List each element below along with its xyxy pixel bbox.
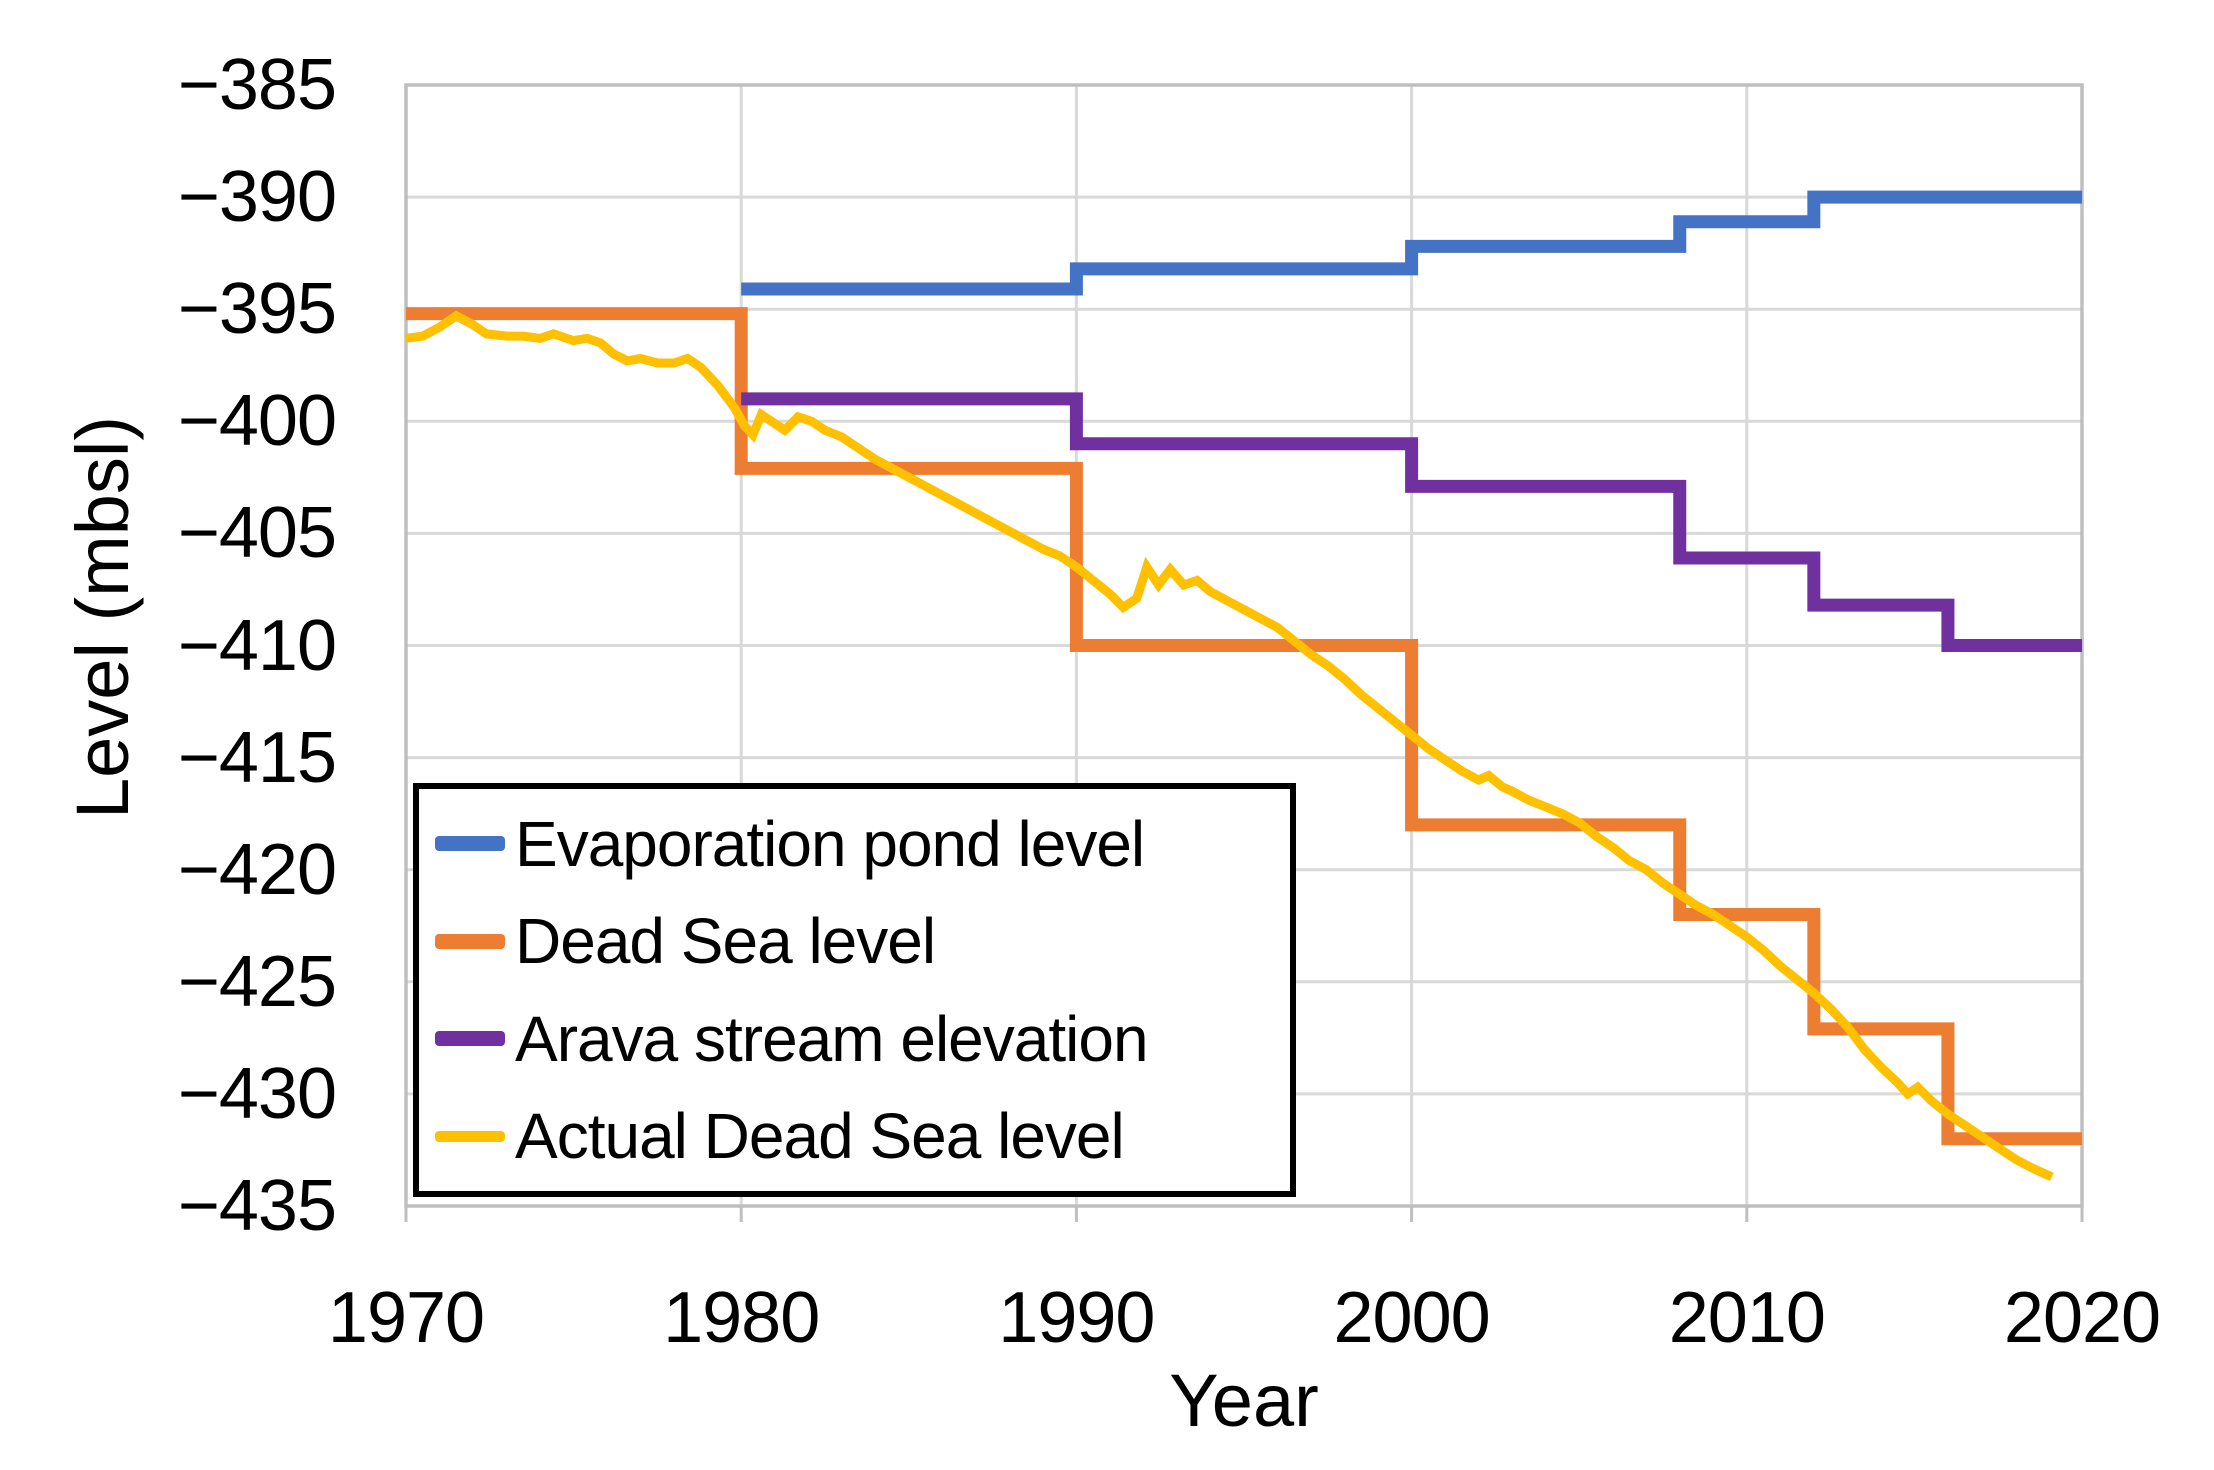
y-tick-label: −395 <box>177 269 337 350</box>
series-line-arava-stream-elevation <box>741 392 2082 652</box>
legend-item: Actual Dead Sea level <box>435 1102 1280 1170</box>
y-tick-label: −400 <box>177 381 337 462</box>
y-tick-label: −390 <box>177 157 337 238</box>
legend: Evaporation pond level Dead Sea level Arav… <box>413 783 1296 1197</box>
x-axis-title: Year <box>1169 1359 1319 1442</box>
legend-item: Arava stream elevation <box>435 1005 1280 1073</box>
series-line-evaporation-pond-level <box>741 190 2082 296</box>
legend-swatch-icon <box>435 933 505 949</box>
legend-label: Evaporation pond level <box>515 807 1145 880</box>
x-tick-label: 1980 <box>663 1278 820 1358</box>
series-line-actual-dead-sea-level <box>405 310 2054 1181</box>
y-tick-label: −435 <box>177 1166 337 1246</box>
legend-item: Evaporation pond level <box>435 810 1280 878</box>
x-tick-label: 2010 <box>1668 1278 1826 1358</box>
legend-item: Dead Sea level <box>435 907 1280 975</box>
series-line-dead-sea-level <box>406 307 2082 1146</box>
x-tick-label: 1970 <box>327 1278 485 1358</box>
y-tick-label: −430 <box>177 1053 337 1134</box>
x-tick-label: 1990 <box>998 1278 1155 1358</box>
legend-label: Dead Sea level <box>515 905 936 978</box>
legend-swatch-icon <box>435 1031 505 1047</box>
y-tick-label: −425 <box>177 941 337 1022</box>
y-tick-label: −415 <box>177 717 337 798</box>
legend-label: Actual Dead Sea level <box>515 1100 1125 1173</box>
x-tick-label: 2000 <box>1333 1278 1491 1358</box>
y-tick-label: −410 <box>177 605 337 686</box>
legend-swatch-icon <box>435 1130 505 1142</box>
x-tick-label: 2020 <box>2003 1278 2161 1358</box>
y-tick-label: −385 <box>177 45 337 125</box>
y-tick-label: −405 <box>177 493 337 574</box>
legend-swatch-icon <box>435 836 505 852</box>
legend-label: Arava stream elevation <box>515 1002 1149 1075</box>
y-tick-label: −420 <box>177 829 337 910</box>
